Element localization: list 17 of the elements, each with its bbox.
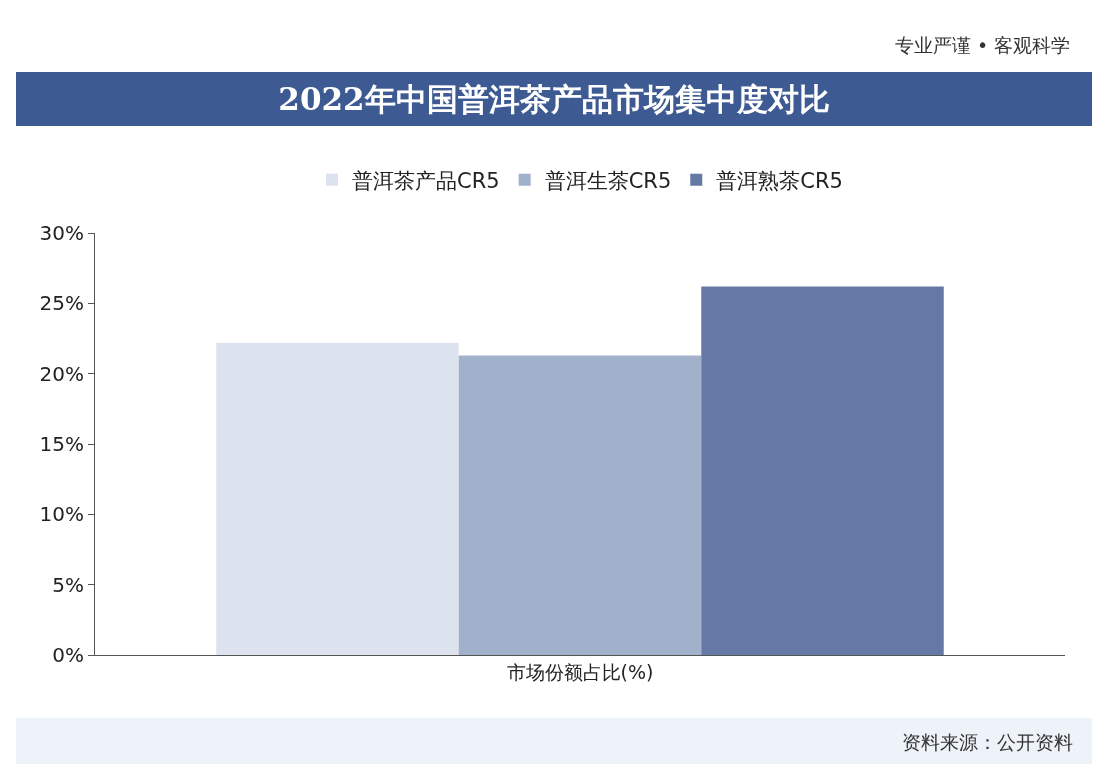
- bar: [458, 355, 702, 655]
- chart-title: 2022年中国普洱茶产品市场集中度对比: [278, 80, 830, 117]
- text: 资料来源：公开资料: [902, 731, 1073, 753]
- y-tick-label: 30%: [39, 221, 84, 245]
- legend-label: 普洱茶产品CR5: [352, 168, 500, 193]
- text: 专业严谨 • 客观科学: [895, 34, 1071, 56]
- y-tick-label: 15%: [39, 432, 84, 456]
- y-tick-label: 10%: [39, 502, 84, 527]
- x-tick-label: 市场份额占比(%): [506, 660, 654, 683]
- bar: [216, 342, 459, 655]
- y-tick-label: 20%: [39, 361, 84, 386]
- legend-label: 普洱熟茶CR5: [716, 168, 843, 193]
- legend-label: 普洱生茶CR5: [544, 168, 672, 193]
- bar: [701, 286, 944, 655]
- y-tick-label: 5%: [52, 572, 84, 597]
- y-tick-label: 0%: [52, 643, 84, 667]
- y-tick-label: 25%: [39, 291, 84, 316]
